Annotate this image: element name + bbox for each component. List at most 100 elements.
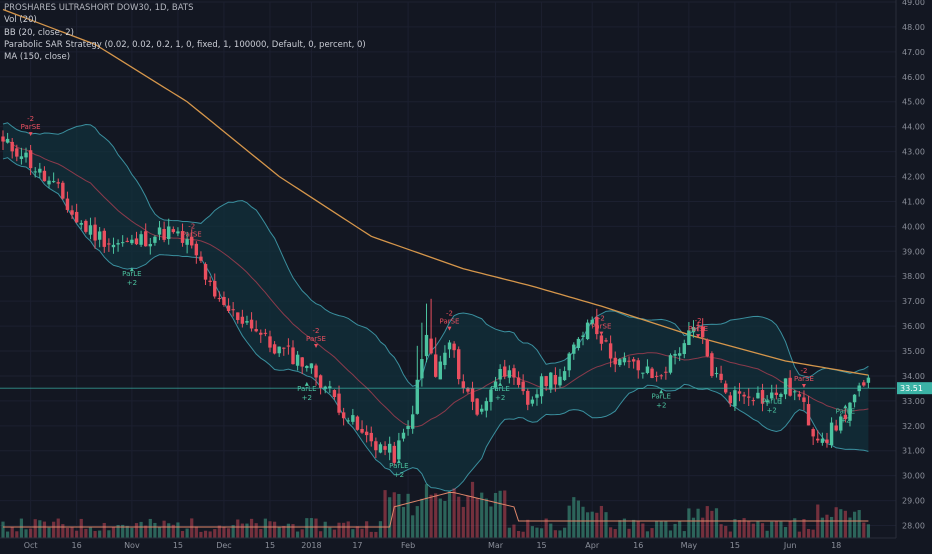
candle-body [125,240,129,242]
volume-bar [866,524,870,538]
candle-body [360,429,364,433]
candle-body [498,368,502,380]
x-tick-label: May [681,541,698,550]
candle-body [369,432,373,442]
candle-body [659,375,663,377]
sar-qty-label: -2 [27,115,34,123]
volume-bar [498,490,502,538]
y-tick-label: 47.00 [902,48,925,57]
candle-body [19,156,24,159]
x-tick-label: Apr [585,541,600,550]
candle-body [240,316,245,324]
volume-bar [834,507,838,538]
volume-bar [862,522,866,538]
candle-body [604,340,608,342]
y-tick-label: 38.00 [902,272,925,281]
candle-body [447,342,452,350]
candle-body [259,332,263,335]
volume-bar [512,524,516,538]
volume-bar [535,527,539,538]
candle-body [139,234,143,245]
sar-label: ParLE [297,385,316,393]
bb-fill [3,122,869,492]
symbol-title[interactable]: PROSHARES ULTRASHORT DOW30, 1D, BATS [4,3,194,13]
candle-body [829,422,834,446]
indicator-volume[interactable]: Vol (20) [4,15,37,26]
volume-bar [65,527,70,538]
y-tick-label: 48.00 [902,23,925,32]
candle-body [526,390,530,405]
candle-body [410,414,415,429]
volume-bar [567,505,571,538]
y-tick-label: 40.00 [902,222,925,231]
candle-body [286,345,291,347]
candle-body [558,376,562,386]
volume-bar [148,518,152,538]
volume-bar [424,484,429,538]
candle-body [650,368,654,378]
volume-bar [286,523,290,538]
volume-bar [728,531,732,538]
candle-body [305,365,309,369]
candle-body [70,210,74,215]
sar-arrow [659,389,664,394]
volume-bar [319,531,323,538]
volume-bar [434,493,438,538]
candle-body [93,224,97,241]
volume-bar [797,531,801,538]
sar-qty-label: -2 [695,317,702,325]
y-tick-label: 35.00 [902,347,925,356]
candle-body [406,426,410,430]
y-tick-label: 43.00 [902,148,925,157]
candle-body [654,375,659,377]
volume-bar [544,518,548,538]
volume-bar [180,531,185,538]
candle-body [51,181,56,183]
volume-bar [38,520,42,538]
volume-bar [328,527,332,538]
candle-body [503,366,507,377]
indicator-parabolic-sar[interactable]: Parabolic SAR Strategy (0.02, 0.02, 0.2,… [4,39,366,50]
indicator-bollinger[interactable]: BB (20, close, 2) [4,27,74,38]
x-tick-label: Feb [401,541,415,550]
candle-body [180,231,185,243]
candle-body [783,378,788,395]
volume-bar [42,521,47,538]
volume-bar [263,518,267,538]
volume-bar [245,523,249,538]
candle-body [65,198,70,210]
candle-body [424,334,429,357]
volume-bar [203,530,208,538]
sar-label: ParSE [182,230,202,238]
volume-bar [139,521,143,538]
candle-body [47,180,51,185]
volume-bar [88,527,93,538]
volume-bar [774,520,778,538]
volume-bar [374,531,378,538]
indicator-moving-average[interactable]: MA (150, close) [4,52,71,63]
volume-bar [590,511,594,538]
candle-body [682,343,686,355]
sar-arrow [801,383,806,388]
candle-body [747,396,751,398]
volume-bar [457,496,461,538]
candle-body [185,239,189,245]
candle-body [415,379,419,414]
sar-label: ParSE [591,323,611,331]
volume-bar [272,521,277,538]
candle-body [461,381,466,389]
y-tick-label: 28.00 [902,522,925,531]
candle-body [673,353,677,356]
volume-bar [507,527,511,538]
candle-body [176,231,180,234]
volume-bar [839,509,843,538]
last-price-label: 33.51 [900,384,923,393]
sar-qty-label: +2 [656,401,666,409]
volume-bar [664,520,668,538]
y-tick-label: 37.00 [902,297,925,306]
volume-bar [806,528,811,538]
volume-bar [332,529,337,538]
volume-bar [779,521,783,538]
